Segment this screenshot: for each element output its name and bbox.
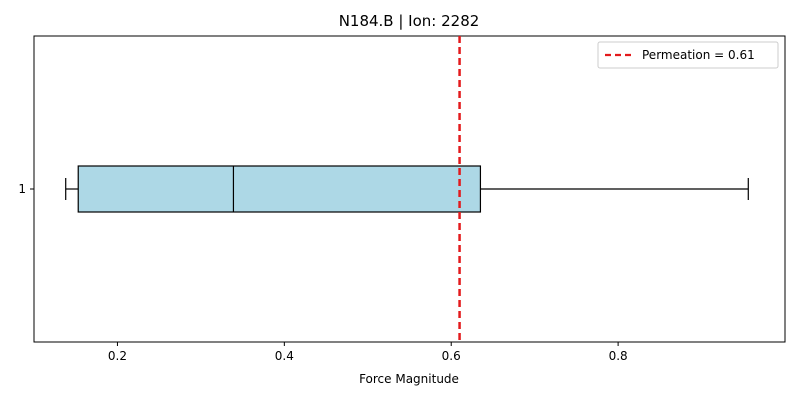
legend-box: [597, 41, 779, 69]
box-iqr: [77, 165, 482, 213]
x-tick-label-1: 0.4: [275, 349, 294, 363]
chart-title: N184.B | Ion: 2282: [339, 12, 480, 30]
x-tick-label-0: 0.2: [108, 349, 127, 363]
x-tick-label-2: 0.6: [442, 349, 461, 363]
chart-marks: 0.2 0.4 0.6 0.8 1: [18, 36, 749, 363]
x-tick-label-3: 0.8: [609, 349, 628, 363]
legend-label: Permeation = 0.61: [642, 48, 755, 62]
legend: Permeation = 0.61: [597, 41, 779, 69]
x-axis-label: Force Magnitude: [359, 372, 459, 386]
y-tick-label-0: 1: [18, 182, 26, 196]
